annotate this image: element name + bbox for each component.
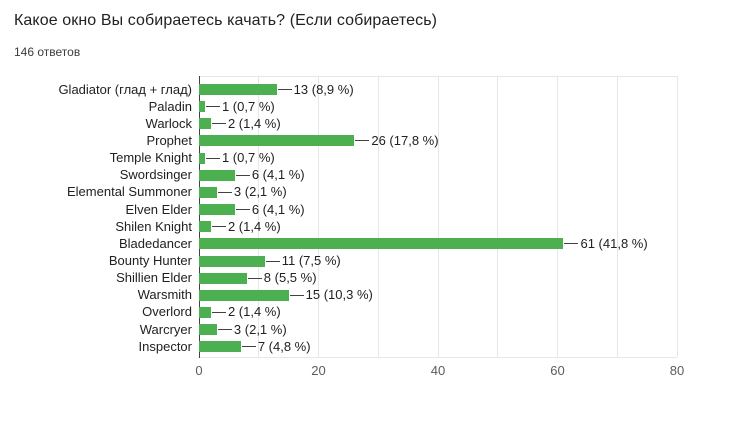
x-gridline	[497, 75, 499, 357]
category-label: Temple Knight	[109, 150, 192, 166]
value-label: 2 (1,4 %)	[227, 115, 281, 131]
bar	[199, 169, 235, 181]
bar	[199, 272, 247, 284]
x-axis-tick-label: 20	[311, 363, 326, 378]
x-axis-tick-label: 60	[550, 363, 565, 378]
bar	[199, 341, 241, 353]
value-callout-line	[277, 89, 292, 90]
value-callout-line	[564, 243, 579, 245]
category-label: Elven Elder	[125, 201, 192, 217]
category-label: Bladedancer	[119, 235, 192, 251]
value-label: 61 (41,8 %)	[580, 235, 648, 251]
value-callout-line	[217, 191, 232, 193]
category-label: Paladin	[148, 98, 192, 114]
category-label: Swordsinger	[119, 167, 192, 183]
value-callout-line	[211, 311, 226, 313]
value-label: 2 (1,4 %)	[227, 218, 281, 234]
category-label: Gladiator (глад + глад)	[58, 81, 192, 97]
x-gridline	[377, 75, 379, 357]
value-callout-line	[211, 226, 226, 228]
value-callout-line	[355, 140, 370, 142]
bar	[199, 152, 205, 164]
bar	[199, 306, 211, 318]
value-label: 3 (2,1 %)	[233, 321, 287, 337]
bar	[199, 118, 211, 130]
bar	[199, 238, 564, 250]
response-count: 146 ответов	[14, 45, 81, 59]
y-axis-line	[198, 75, 200, 358]
value-label: 1 (0,7 %)	[221, 150, 275, 166]
x-axis-tick-label: 40	[430, 363, 446, 378]
category-label: Overlord	[142, 304, 192, 320]
value-label: 15 (10,3 %)	[305, 287, 373, 303]
value-label: 3 (2,1 %)	[233, 184, 287, 200]
value-label: 6 (4,1 %)	[251, 167, 305, 183]
x-gridline	[616, 75, 618, 357]
value-label: 1 (0,7 %)	[221, 98, 275, 114]
x-gridline	[318, 75, 319, 357]
category-label: Inspector	[138, 338, 192, 354]
category-label: Warlock	[145, 115, 192, 131]
bar	[199, 135, 355, 147]
category-label: Warcryer	[139, 321, 192, 337]
value-label: 11 (7,5 %)	[281, 253, 341, 268]
value-callout-line	[217, 329, 232, 331]
value-callout-line	[247, 277, 262, 279]
value-label: 7 (4,8 %)	[257, 338, 311, 354]
category-label: Shillien Elder	[116, 270, 192, 286]
value-callout-line	[205, 157, 220, 159]
category-label: Prophet	[146, 132, 192, 148]
category-label: Bounty Hunter	[108, 253, 192, 268]
category-label: Shilen Knight	[115, 218, 192, 234]
value-callout-line	[235, 174, 250, 176]
plot-bottom-border	[199, 357, 677, 358]
bar	[199, 84, 277, 95]
value-callout-line	[205, 106, 220, 108]
value-callout-line	[241, 346, 256, 348]
value-label: 6 (4,1 %)	[251, 201, 305, 217]
value-callout-line	[265, 260, 280, 262]
x-gridline	[258, 75, 260, 357]
bar	[199, 204, 235, 216]
value-callout-line	[235, 209, 250, 211]
value-label: 26 (17,8 %)	[371, 132, 439, 148]
category-label: Elemental Summoner	[67, 184, 192, 200]
category-label: Warsmith	[137, 287, 192, 303]
x-gridline	[676, 75, 678, 357]
value-label: 13 (8,9 %)	[293, 81, 354, 97]
value-callout-line	[289, 294, 304, 296]
x-gridline	[437, 75, 439, 357]
value-callout-line	[211, 123, 226, 125]
bar	[199, 255, 265, 267]
bar	[199, 221, 211, 233]
value-label: 2 (1,4 %)	[227, 304, 281, 320]
question-title: Какое окно Вы собираетесь качать? (Если …	[14, 12, 438, 29]
x-axis-tick-label: 0	[195, 363, 203, 378]
bar	[199, 186, 217, 198]
bar	[199, 101, 205, 113]
x-gridline	[557, 75, 558, 357]
bar	[199, 324, 217, 336]
bar	[199, 289, 289, 301]
value-label: 8 (5,5 %)	[263, 270, 317, 286]
x-axis-tick-label: 80	[669, 363, 685, 378]
